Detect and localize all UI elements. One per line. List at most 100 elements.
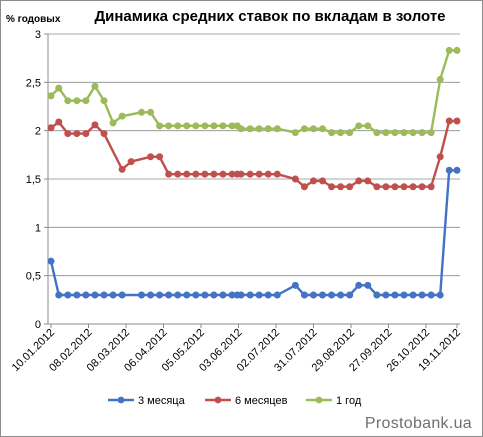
- data-point: [64, 97, 72, 105]
- y-tick-label: 1,5: [26, 174, 41, 186]
- data-point: [427, 291, 435, 299]
- data-point: [445, 46, 453, 54]
- data-point: [436, 153, 444, 161]
- data-point: [355, 281, 363, 289]
- data-point: [418, 129, 426, 137]
- data-point: [183, 122, 191, 130]
- data-point: [73, 291, 81, 299]
- data-point: [418, 183, 426, 191]
- data-point: [264, 291, 272, 299]
- legend-label: 3 месяца: [138, 395, 186, 407]
- data-point: [255, 291, 263, 299]
- data-point: [273, 291, 281, 299]
- data-point: [436, 75, 444, 83]
- data-point: [300, 183, 308, 191]
- data-point: [246, 125, 254, 133]
- data-point: [118, 165, 126, 173]
- data-point: [91, 291, 99, 299]
- data-point: [400, 183, 408, 191]
- series-1: [47, 166, 461, 299]
- series-2: [47, 117, 461, 191]
- data-point: [436, 291, 444, 299]
- data-point: [382, 183, 390, 191]
- data-point: [346, 183, 354, 191]
- data-point: [47, 92, 55, 100]
- data-point: [291, 129, 299, 137]
- data-point: [273, 170, 281, 178]
- data-point: [91, 121, 99, 129]
- data-point: [300, 125, 308, 133]
- data-point: [337, 129, 345, 137]
- data-point: [100, 291, 108, 299]
- data-point: [109, 291, 117, 299]
- axes: [44, 33, 460, 328]
- data-point: [453, 46, 461, 54]
- data-point: [364, 281, 372, 289]
- data-point: [47, 257, 55, 265]
- data-point: [118, 112, 126, 120]
- data-point: [55, 84, 63, 92]
- y-axis-tick-labels: 0 0,5 1 1,5 2 2,5 3: [26, 29, 41, 331]
- data-point: [138, 291, 146, 299]
- data-point: [192, 291, 200, 299]
- data-point: [147, 108, 155, 116]
- data-point: [219, 291, 227, 299]
- data-point: [355, 122, 363, 130]
- data-point: [391, 129, 399, 137]
- data-point: [64, 291, 72, 299]
- legend: 3 месяца 6 месяцев 1 год: [108, 395, 362, 407]
- data-point: [453, 117, 461, 125]
- data-point: [174, 122, 182, 130]
- data-point: [337, 183, 345, 191]
- watermark-text: Prostobank.ua: [365, 415, 472, 432]
- data-point: [427, 129, 435, 137]
- data-point: [73, 130, 81, 138]
- data-point: [201, 170, 209, 178]
- y-tick-label: 3: [35, 29, 41, 41]
- data-point: [147, 291, 155, 299]
- data-point: [409, 183, 417, 191]
- data-point: [364, 122, 372, 130]
- data-point: [246, 291, 254, 299]
- data-point: [237, 125, 245, 133]
- data-point: [210, 291, 218, 299]
- data-point: [82, 291, 90, 299]
- data-point: [127, 158, 135, 166]
- y-tick-label: 1: [35, 222, 41, 234]
- data-point: [118, 291, 126, 299]
- data-point: [138, 108, 146, 116]
- data-point: [382, 129, 390, 137]
- data-point: [309, 177, 317, 185]
- y-tick-label: 2,5: [26, 77, 41, 89]
- data-point: [100, 97, 108, 105]
- data-point: [219, 122, 227, 130]
- data-point: [156, 122, 164, 130]
- data-point: [55, 291, 63, 299]
- chart-title: Динамика средних ставок по вкладам в зол…: [94, 8, 445, 25]
- data-point: [73, 97, 81, 105]
- data-point: [192, 122, 200, 130]
- data-point: [174, 170, 182, 178]
- data-point: [409, 291, 417, 299]
- data-point: [100, 130, 108, 138]
- data-point: [109, 119, 117, 127]
- data-point: [291, 281, 299, 289]
- data-point: [82, 130, 90, 138]
- data-point: [246, 170, 254, 178]
- data-point: [418, 291, 426, 299]
- data-point: [445, 117, 453, 125]
- data-point: [255, 170, 263, 178]
- data-point: [264, 170, 272, 178]
- data-point: [346, 291, 354, 299]
- data-point: [391, 183, 399, 191]
- data-point: [183, 291, 191, 299]
- data-point: [55, 118, 63, 126]
- data-point: [273, 125, 281, 133]
- data-point: [373, 129, 381, 137]
- data-point: [291, 175, 299, 183]
- legend-marker: [117, 396, 125, 404]
- data-point: [174, 291, 182, 299]
- legend-item: 1 год: [306, 395, 362, 407]
- data-series: [47, 46, 461, 299]
